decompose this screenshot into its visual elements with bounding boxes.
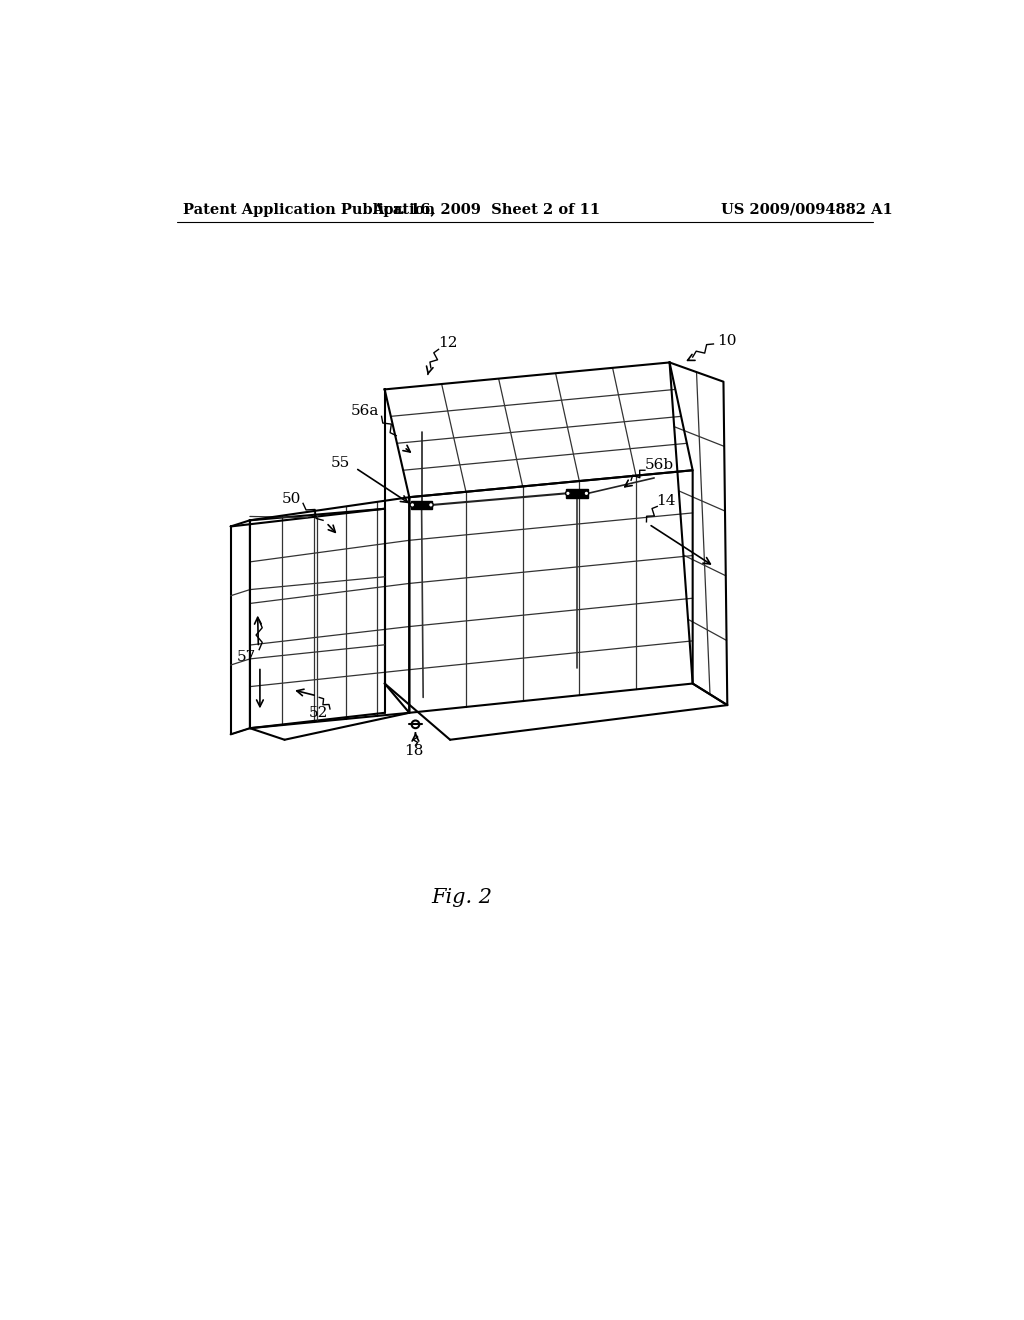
Text: Patent Application Publication: Patent Application Publication <box>183 203 435 216</box>
Text: 55: 55 <box>331 455 350 470</box>
Text: 14: 14 <box>656 494 676 508</box>
Circle shape <box>565 491 570 496</box>
Text: Apr. 16, 2009  Sheet 2 of 11: Apr. 16, 2009 Sheet 2 of 11 <box>373 203 600 216</box>
Bar <box>566 490 588 498</box>
Text: 10: 10 <box>717 334 737 348</box>
Circle shape <box>429 503 433 507</box>
Circle shape <box>412 721 419 729</box>
Text: 56a: 56a <box>351 404 379 418</box>
Text: US 2009/0094882 A1: US 2009/0094882 A1 <box>721 203 893 216</box>
Text: Fig. 2: Fig. 2 <box>431 888 493 907</box>
Bar <box>411 500 432 510</box>
Circle shape <box>584 491 589 496</box>
Text: 18: 18 <box>404 744 424 758</box>
Text: 12: 12 <box>438 337 458 350</box>
Circle shape <box>410 503 415 507</box>
Text: 50: 50 <box>283 492 301 506</box>
Text: 52: 52 <box>309 706 329 719</box>
Text: 56b: 56b <box>645 458 674 471</box>
Text: 57: 57 <box>237 649 256 664</box>
